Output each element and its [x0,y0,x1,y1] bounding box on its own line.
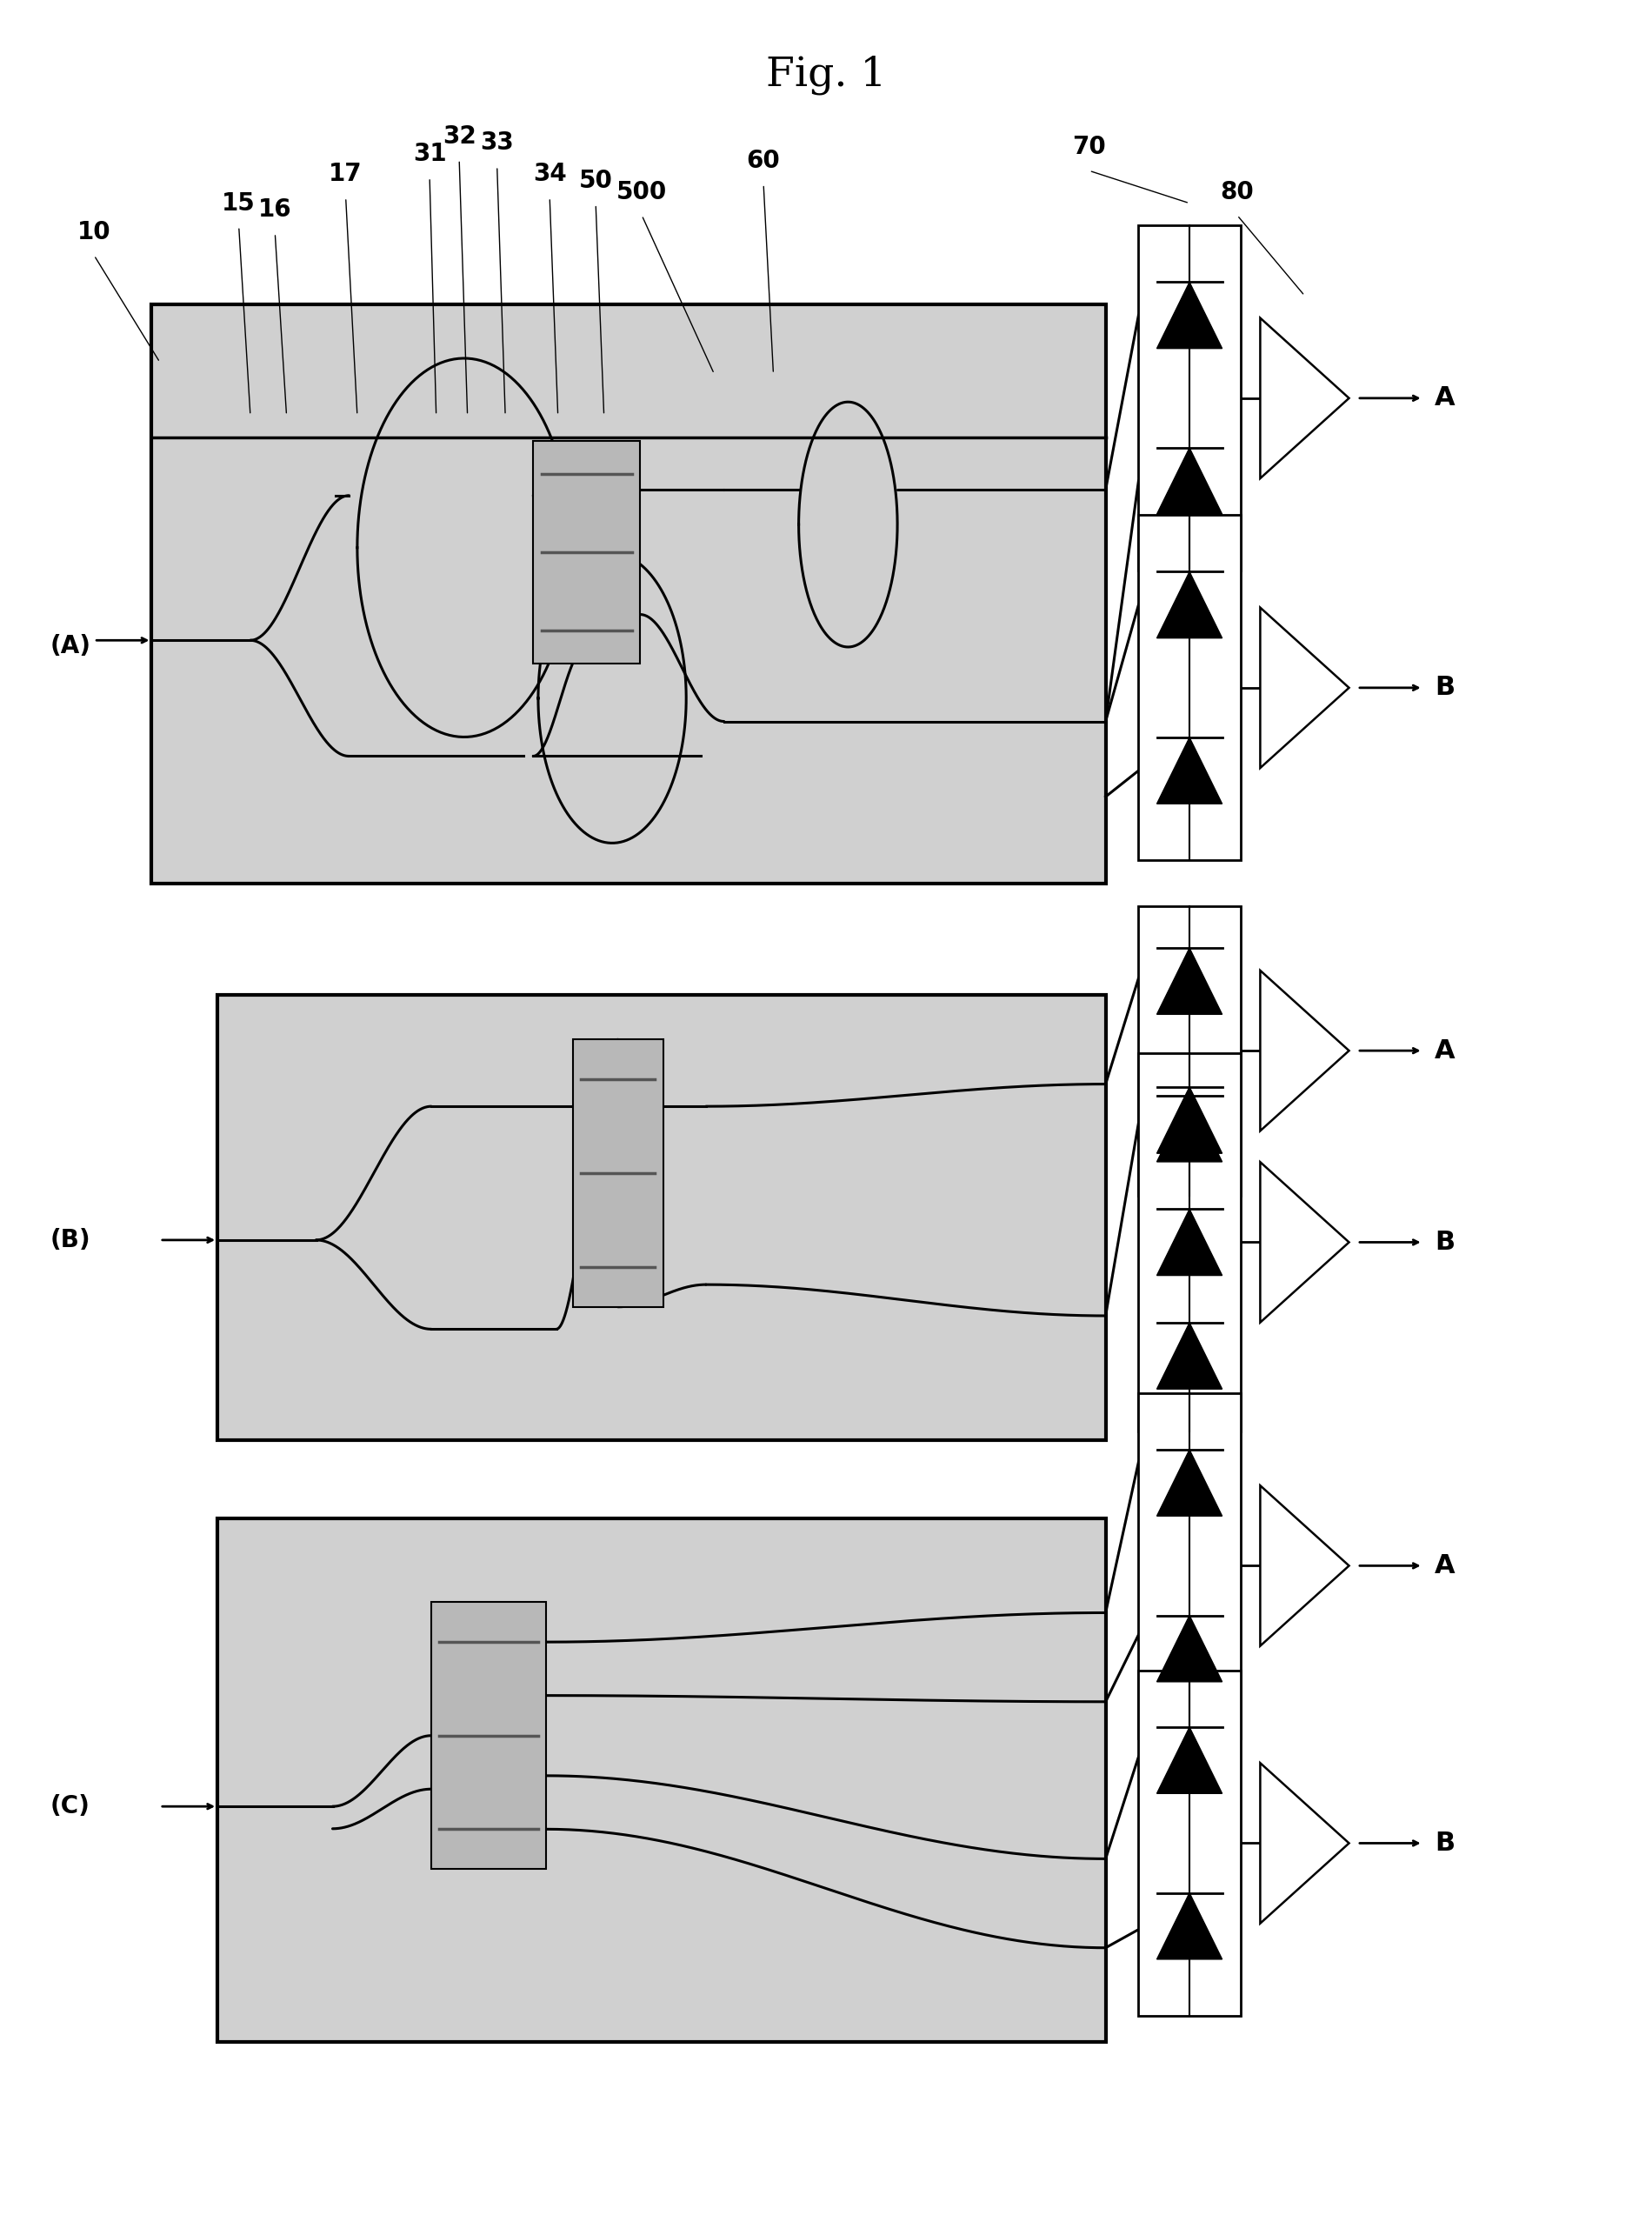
Polygon shape [1156,1451,1222,1515]
Bar [1138,1392,1241,1739]
Text: 10: 10 [78,219,111,244]
Polygon shape [1260,317,1350,478]
Text: (B): (B) [50,1227,91,1252]
Bar [1138,1053,1241,1433]
Text: 500: 500 [616,179,667,203]
Polygon shape [1260,1763,1350,1924]
Text: B: B [1434,1229,1455,1254]
Polygon shape [1156,1893,1222,1960]
Text: B: B [1434,1830,1455,1855]
Text: 31: 31 [413,141,446,165]
Polygon shape [1156,1209,1222,1276]
Polygon shape [1156,447,1222,514]
Bar [218,1518,1105,2043]
Text: B: B [1434,675,1455,700]
Polygon shape [1156,572,1222,637]
Text: 50: 50 [578,168,613,192]
Bar [218,995,1105,1442]
Polygon shape [1156,1728,1222,1792]
Text: 32: 32 [443,125,476,148]
Polygon shape [1156,282,1222,349]
Polygon shape [1260,1486,1350,1645]
Bar [431,1602,547,1868]
Bar [1138,905,1241,1196]
Text: A: A [1434,387,1455,411]
Text: 70: 70 [1072,134,1105,159]
Polygon shape [1260,608,1350,769]
Text: 34: 34 [534,161,567,186]
Bar [573,1039,662,1307]
Polygon shape [1156,948,1222,1015]
Polygon shape [1156,738,1222,805]
Bar [152,304,1105,883]
Bar [1138,226,1241,570]
Polygon shape [1260,970,1350,1131]
Polygon shape [1260,1162,1350,1323]
Text: 33: 33 [481,132,514,154]
Text: Fig. 1: Fig. 1 [767,56,885,94]
Bar [1138,1670,1241,2016]
Polygon shape [1156,1095,1222,1162]
Polygon shape [1156,1323,1222,1388]
Text: 80: 80 [1221,179,1254,203]
Text: (A): (A) [50,635,91,659]
Polygon shape [1156,1086,1222,1153]
Bar [534,440,639,664]
Bar [1138,514,1241,860]
Text: (C): (C) [50,1795,89,1819]
Text: 15: 15 [221,190,256,215]
Polygon shape [1156,1616,1222,1681]
Text: A: A [1434,1553,1455,1578]
Text: A: A [1434,1037,1455,1064]
Text: 16: 16 [258,197,292,221]
Text: 17: 17 [329,161,362,186]
Text: 60: 60 [747,148,780,172]
